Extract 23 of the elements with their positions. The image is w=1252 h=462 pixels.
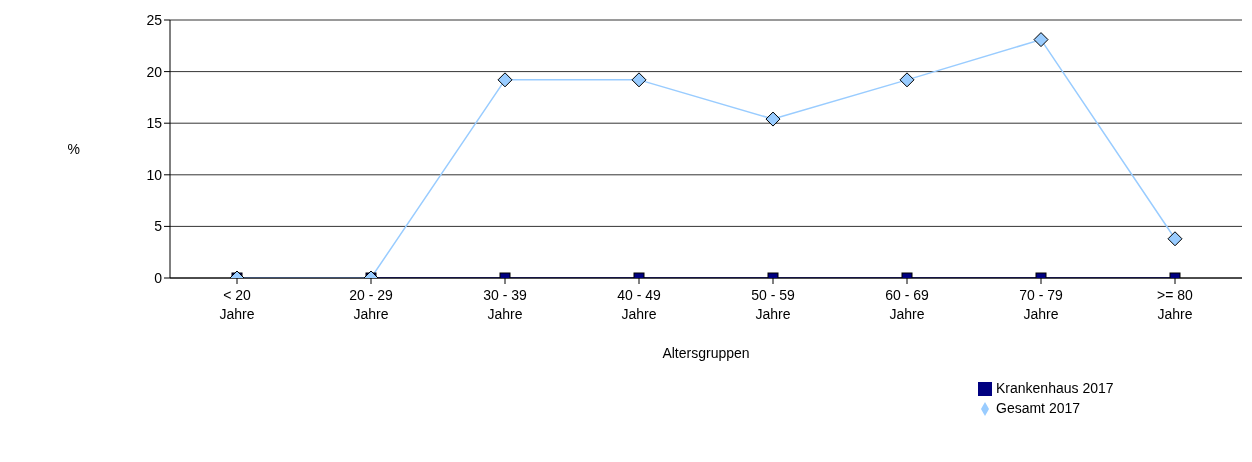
x-tick-label: 40 - 49 Jahre [617, 287, 661, 322]
y-tick-label: 15 [146, 115, 163, 132]
y-tick-label: 25 [146, 11, 163, 28]
y-tick-label: 5 [154, 218, 163, 235]
x-tick-label: 30 - 39 Jahre [483, 287, 527, 322]
y-tick-label: 20 [146, 63, 163, 80]
point [631, 72, 647, 88]
point [899, 72, 915, 88]
x-tick-label: >= 80 Jahre [1157, 287, 1194, 322]
x-tick-label: 60 - 69 Jahre [885, 287, 929, 322]
x-tick-label: 70 - 79 Jahre [1019, 287, 1063, 322]
y-tick-label: 0 [154, 269, 163, 286]
legend-label: Gesamt 2017 [996, 400, 1081, 416]
y-tick-label: 10 [146, 166, 163, 183]
x-tick-label: 50 - 59 Jahre [751, 287, 795, 322]
x-tick-label: 20 - 29 Jahre [349, 287, 393, 322]
point [765, 111, 781, 127]
x-tick-label: < 20 Jahre [219, 287, 255, 322]
x-axis-title: Altersgruppen [662, 344, 750, 361]
point [497, 72, 513, 88]
point [1033, 32, 1049, 48]
y-axis-title: % [67, 140, 80, 157]
legend-label: Krankenhaus 2017 [996, 380, 1114, 396]
